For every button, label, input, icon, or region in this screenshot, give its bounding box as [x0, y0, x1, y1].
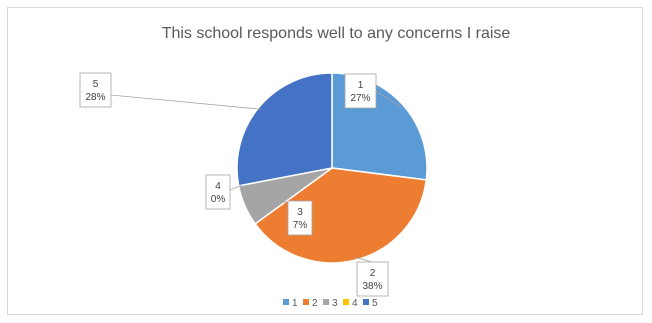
- legend: 1 2 3 4 5: [283, 298, 378, 309]
- leader-line-2: [354, 256, 373, 263]
- data-label-category-5: 5: [93, 79, 99, 90]
- data-labels: 1 27% 2 38% 3 7% 4 0% 5 28%: [79, 72, 389, 297]
- legend-label-5: 5: [372, 298, 378, 309]
- chart-title: This school responds well to any concern…: [162, 25, 511, 42]
- legend-label-3: 3: [332, 298, 338, 309]
- leader-line-5: [110, 94, 262, 110]
- legend-swatch-4: [343, 299, 349, 305]
- pie-slice-5: [236, 72, 333, 187]
- data-label-value-3: 7%: [293, 220, 308, 231]
- data-label-box-2: [356, 261, 389, 297]
- legend-swatch-5: [363, 299, 369, 305]
- legend-swatch-1: [283, 299, 289, 305]
- data-label-box-3: [287, 200, 313, 236]
- data-label-value-5: 28%: [85, 92, 105, 103]
- data-label-value-1: 27%: [350, 93, 370, 104]
- pie-slices: [236, 72, 428, 264]
- legend-label-4: 4: [352, 298, 358, 309]
- data-label-box-4: [205, 174, 231, 210]
- data-label-box-1: [344, 73, 377, 109]
- data-label-category-3: 3: [297, 207, 303, 218]
- data-label-value-2: 38%: [362, 281, 382, 292]
- data-label-box-5: [79, 72, 112, 108]
- data-label-category-1: 1: [358, 80, 364, 91]
- legend-label-1: 1: [292, 298, 298, 309]
- data-label-category-2: 2: [370, 268, 376, 279]
- leader-line-4: [229, 184, 242, 191]
- leader-line-1: [375, 90, 402, 108]
- legend-swatch-2: [303, 299, 309, 305]
- legend-label-2: 2: [312, 298, 318, 309]
- data-label-value-4: 0%: [211, 194, 226, 205]
- leader-lines: [110, 90, 402, 263]
- data-label-category-4: 4: [215, 181, 221, 192]
- pie-slice-2: [254, 167, 428, 264]
- legend-swatch-3: [323, 299, 329, 305]
